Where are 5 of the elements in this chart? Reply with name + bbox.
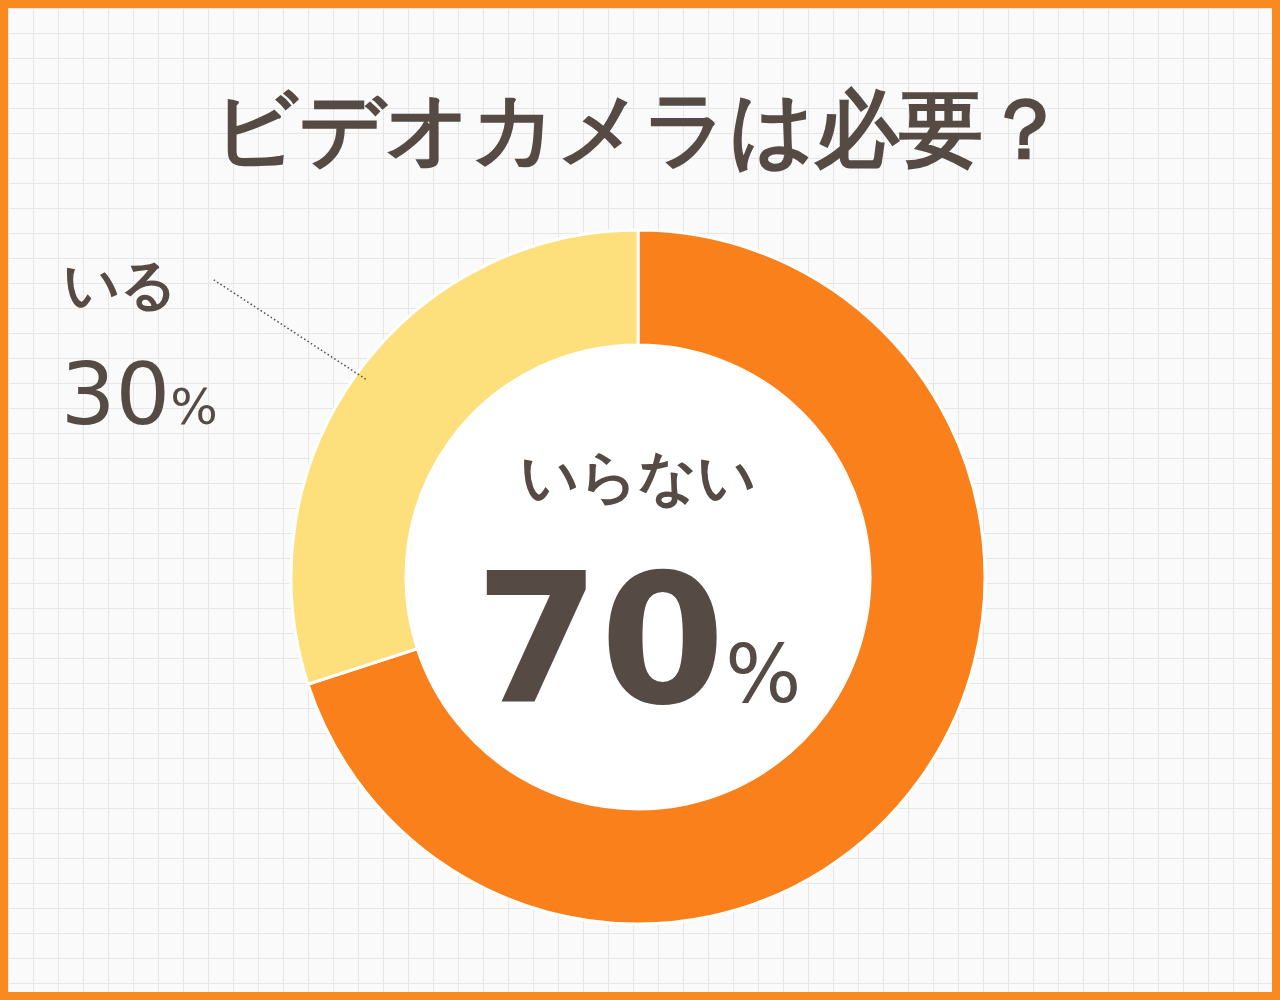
data-label: 30% [60,344,218,445]
slice-label: いる [62,252,177,318]
data-label: 70% [474,535,802,744]
chart-title: ビデオカメラは必要？ [213,80,1067,178]
slice-label: いらない [520,443,756,511]
